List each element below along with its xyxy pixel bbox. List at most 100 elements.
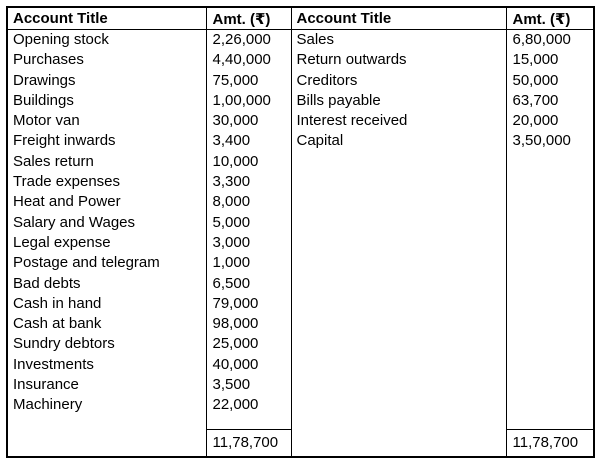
- table-row: Purchases 4,40,000 Return outwards 15,000: [7, 50, 594, 71]
- amount-cell-left: 22,000: [205, 395, 291, 416]
- table-row: Cash in hand 79,000: [7, 293, 594, 315]
- account-title-cell-right: Bills payable: [290, 90, 506, 112]
- amount-cell-left: 4,40,000: [205, 50, 291, 71]
- spacer-cell: [205, 415, 291, 430]
- amount-cell-right: [505, 212, 594, 233]
- table-row: Salary and Wages 5,000: [7, 212, 594, 233]
- amount-cell-left: 3,500: [205, 375, 291, 396]
- account-title-cell-left: Drawings: [13, 71, 76, 89]
- amount-cell-left: 1,000: [205, 253, 291, 274]
- account-title-cell-right: [290, 334, 506, 355]
- account-title-cell-left: Bad debts: [13, 274, 81, 292]
- amount-cell-right: [505, 232, 594, 254]
- amount-cell-left: 8,000: [205, 192, 291, 213]
- table-row: Opening stock 2,26,000 Sales 6,80,000: [7, 29, 594, 51]
- amount-cell-left: 98,000: [205, 314, 291, 335]
- total-blank-left: [7, 429, 206, 457]
- account-title-cell-left: Motor van: [13, 112, 80, 130]
- table-row: Bad debts 6,500: [7, 273, 594, 294]
- column-header-amount-right: Amt. (₹): [505, 7, 594, 30]
- account-title-cell-left: Machinery: [13, 396, 83, 414]
- account-title-cell-right: Interest received: [290, 111, 506, 132]
- account-title-cell-right: Return outwards: [290, 50, 506, 71]
- account-title-cell-left: Investments: [13, 355, 94, 373]
- account-title-cell-left: Postage and telegram: [13, 254, 160, 272]
- account-title-cell-left: Purchases: [13, 51, 84, 69]
- account-title-cell-left: Trade expenses: [13, 173, 121, 191]
- table-body: Opening stock 2,26,000 Sales 6,80,000 Purcha…: [7, 29, 594, 416]
- table-row: Heat and Power 8,000: [7, 192, 594, 213]
- total-row: 11,78,700 11,78,700: [7, 428, 594, 457]
- amount-cell-left: 75,000: [205, 70, 291, 91]
- amount-cell-right: [505, 273, 594, 294]
- amount-cell-left: 3,300: [205, 172, 291, 193]
- account-title-cell-left: Buildings: [13, 91, 74, 109]
- amount-cell-left: 5,000: [205, 212, 291, 233]
- account-title-cell-left: Sales return: [13, 152, 94, 170]
- table-row: Investments 40,000: [7, 354, 594, 376]
- account-title-cell-right: [290, 375, 506, 396]
- account-title-cell-right: [290, 151, 506, 173]
- account-title-cell-right: [290, 232, 506, 254]
- account-title-cell-right: [290, 192, 506, 213]
- amount-cell-left: 1,00,000: [205, 90, 291, 112]
- amount-cell-right: [505, 172, 594, 193]
- account-title-cell-right: Creditors: [290, 70, 506, 91]
- table-row: Drawings 75,000 Creditors 50,000: [7, 70, 594, 91]
- spacer-cell: [7, 416, 206, 430]
- column-header-amount-left: Amt. (₹): [205, 7, 291, 30]
- account-title-cell-right: [290, 273, 506, 294]
- table-row: Insurance 3,500: [7, 375, 594, 396]
- amount-cell-right: 63,700: [505, 90, 594, 112]
- table-row: Motor van 30,000 Interest received 20,000: [7, 111, 594, 132]
- account-title-cell-left: Cash in hand: [13, 294, 102, 312]
- account-title-cell-left: Cash at bank: [13, 315, 102, 333]
- account-title-cell-right: [290, 212, 506, 233]
- account-title-cell-right: [290, 314, 506, 335]
- amount-cell-left: 79,000: [205, 293, 291, 315]
- amount-cell-right: 20,000: [505, 111, 594, 132]
- amount-cell-left: 2,26,000: [205, 29, 291, 51]
- amount-cell-right: 50,000: [505, 70, 594, 91]
- table-row: Buildings 1,00,000 Bills payable 63,700: [7, 90, 594, 112]
- amount-cell-right: [505, 375, 594, 396]
- trial-balance-table: Account Title Amt. (₹) Account Title Amt…: [6, 6, 595, 458]
- account-title-cell-left: Legal expense: [13, 233, 111, 251]
- table-footer: 11,78,700 11,78,700: [7, 415, 594, 457]
- account-title-cell-right: [290, 395, 506, 416]
- amount-cell-right: [505, 395, 594, 416]
- account-title-cell-right: Capital: [290, 131, 506, 152]
- table-row: Freight inwards 3,400 Capital 3,50,000: [7, 131, 594, 152]
- account-title-cell-left: Opening stock: [13, 31, 109, 48]
- table-row: Sales return 10,000: [7, 151, 594, 173]
- spacer-row: [7, 415, 594, 430]
- account-title-cell-right: [290, 172, 506, 193]
- account-title-cell-right: [290, 354, 506, 376]
- total-amount-right: 11,78,700: [505, 428, 594, 457]
- header-row: Account Title Amt. (₹) Account Title Amt…: [7, 7, 594, 30]
- table-row: Sundry debtors 25,000: [7, 334, 594, 355]
- amount-cell-right: 3,50,000: [505, 131, 594, 152]
- spacer-cell: [505, 415, 594, 430]
- amount-cell-right: [505, 151, 594, 173]
- amount-cell-right: [505, 314, 594, 335]
- spacer-cell: [290, 415, 506, 430]
- amount-cell-right: [505, 354, 594, 376]
- total-amount-left: 11,78,700: [205, 428, 291, 457]
- column-header-account-title-right: Account Title: [290, 7, 506, 30]
- account-title-cell-left: Freight inwards: [13, 132, 116, 150]
- account-title-cell-left: Salary and Wages: [13, 213, 136, 231]
- amount-cell-left: 10,000: [205, 151, 291, 173]
- amount-cell-right: [505, 334, 594, 355]
- account-title-cell-right: Sales: [290, 29, 506, 51]
- amount-cell-right: 15,000: [505, 50, 594, 71]
- amount-cell-right: [505, 293, 594, 315]
- table-row: Machinery 22,000: [7, 395, 594, 416]
- table-row: Legal expense 3,000: [7, 232, 594, 254]
- amount-cell-right: [505, 192, 594, 213]
- account-title-cell-right: [290, 293, 506, 315]
- table-row: Cash at bank 98,000: [7, 314, 594, 335]
- amount-cell-left: 6,500: [205, 273, 291, 294]
- table-row: Trade expenses 3,300: [7, 172, 594, 193]
